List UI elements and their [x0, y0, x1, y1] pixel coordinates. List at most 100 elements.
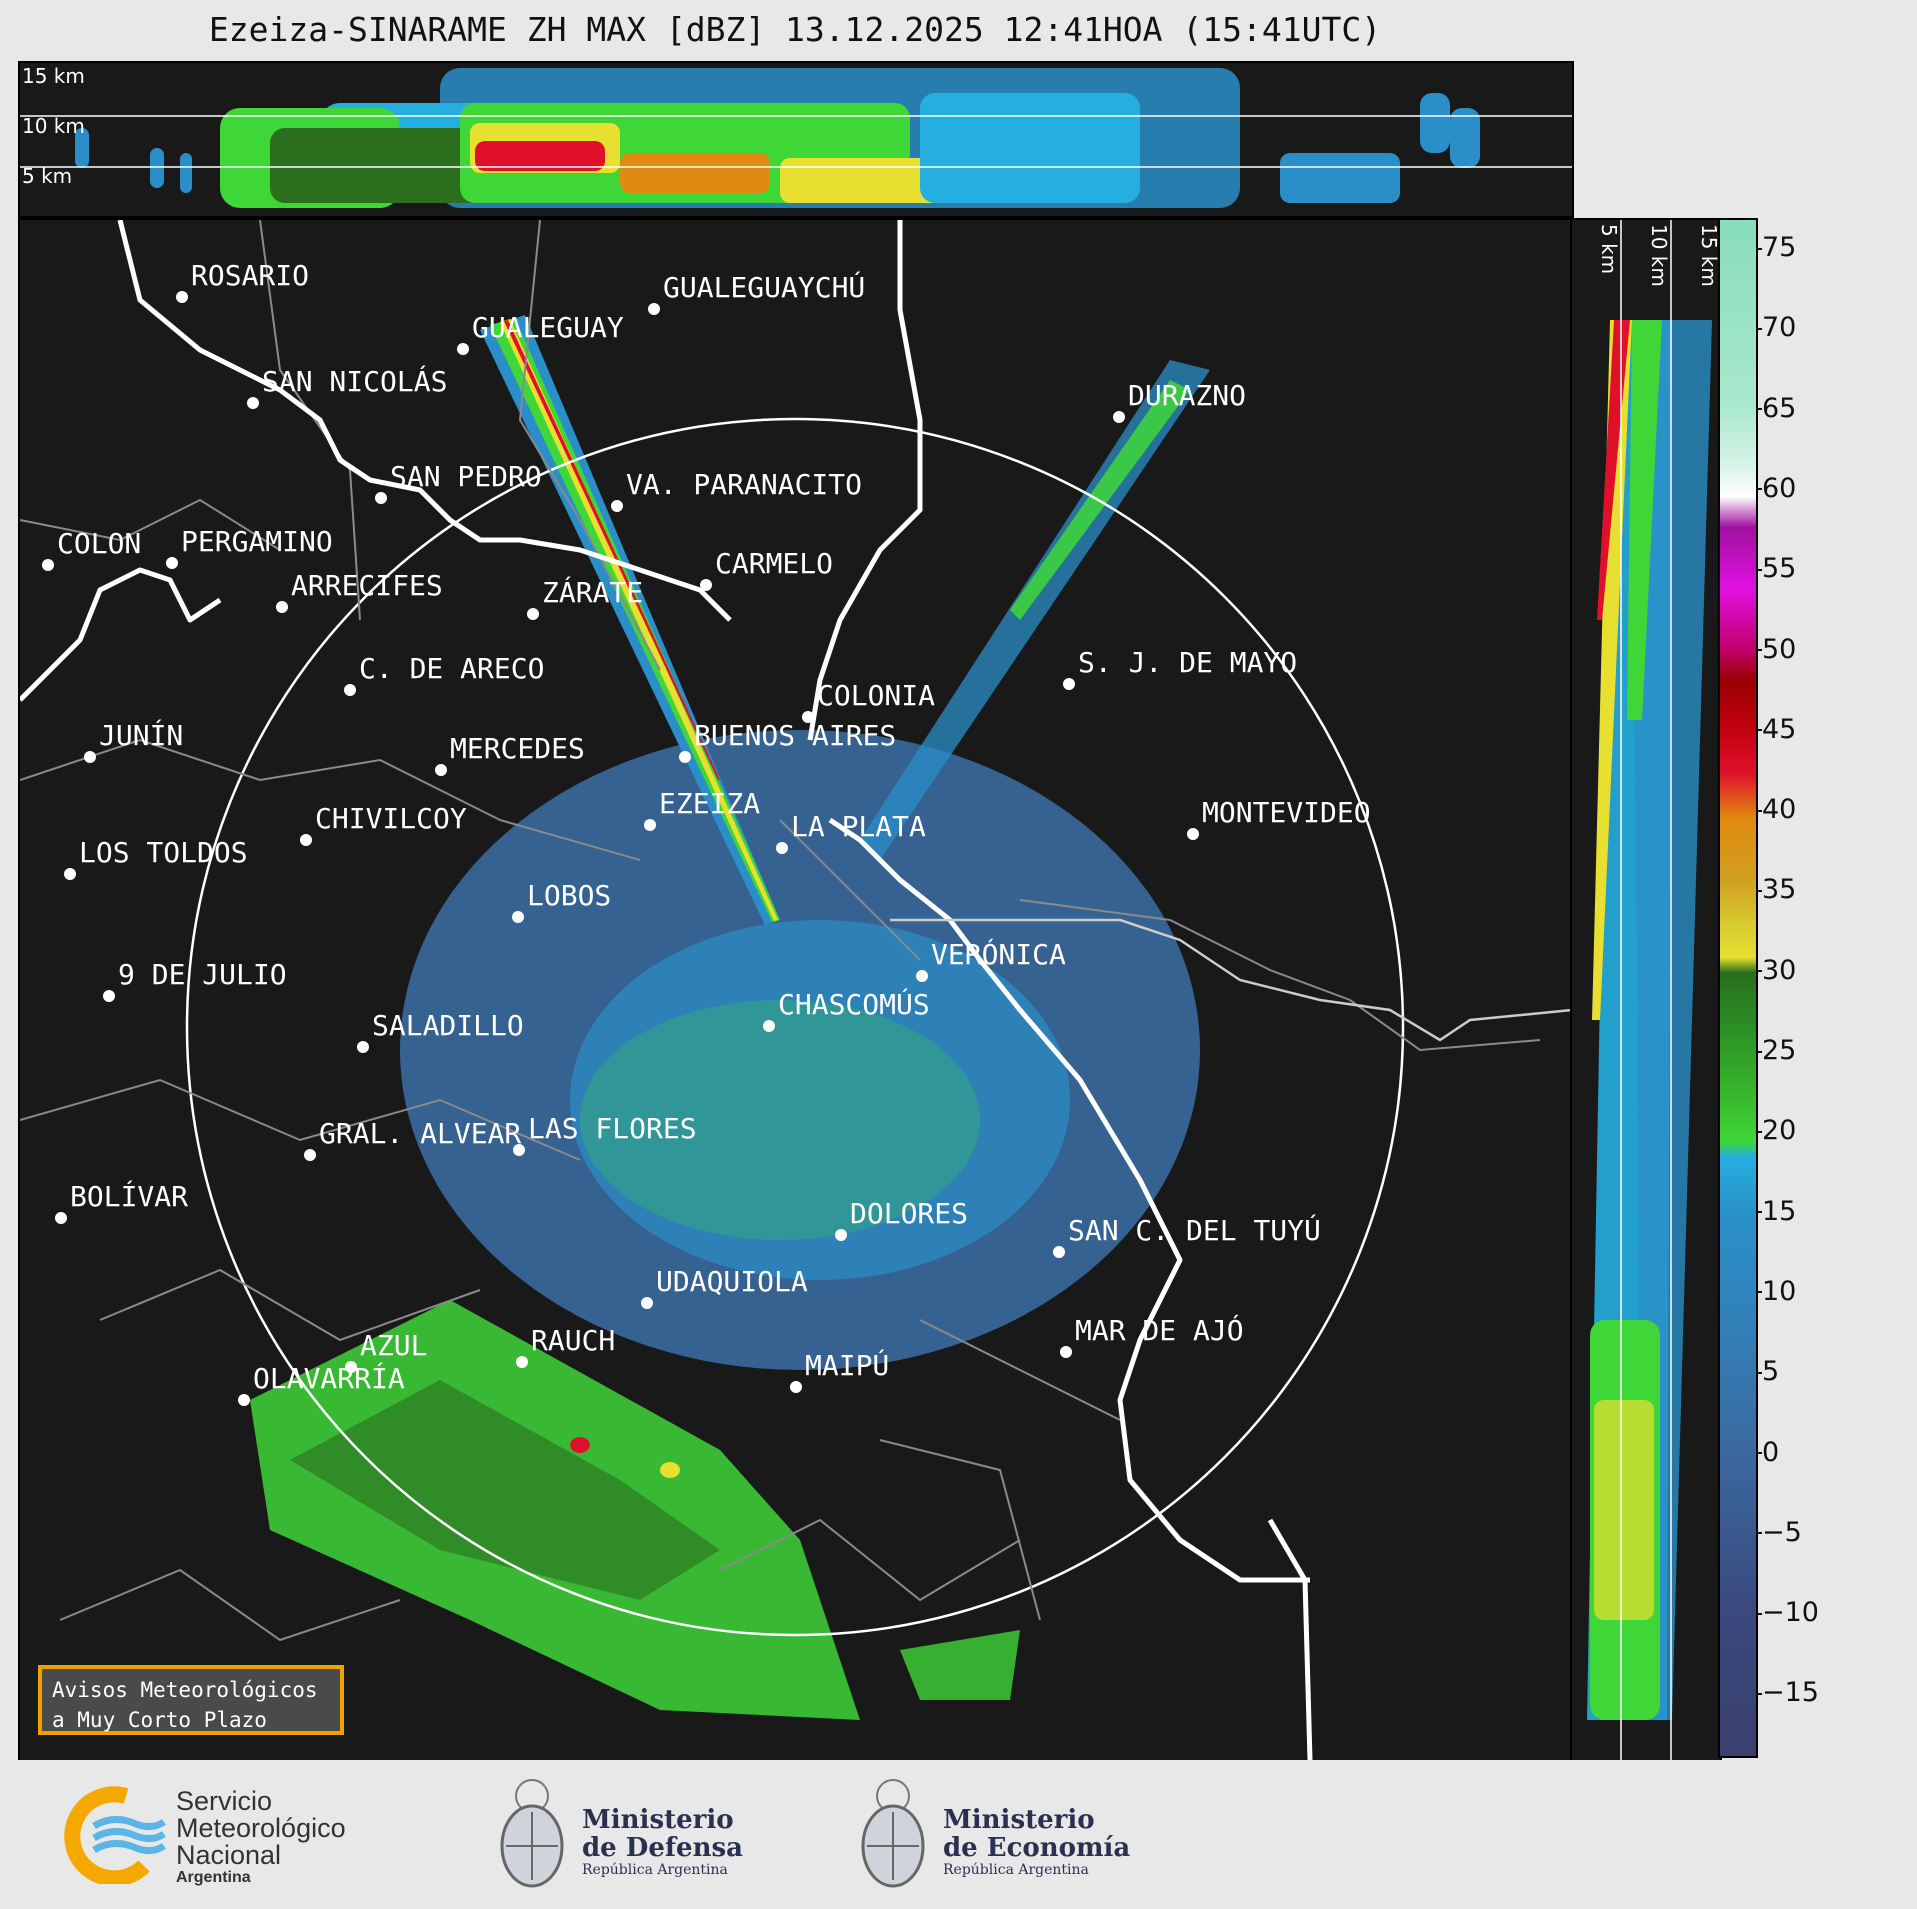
city-dot: [512, 911, 524, 923]
defensa-line2: de Defensa: [582, 1833, 743, 1863]
uruguay-coast: [890, 918, 1572, 1042]
colorbar-tick-label: −5: [1756, 1516, 1802, 1548]
city-dot: [176, 291, 188, 303]
city-marker: SAN C. DEL TUYÚ: [1053, 1213, 1321, 1258]
colorbar-tick-label: 70: [1755, 312, 1797, 344]
city-label: GRAL. ALVEAR: [319, 1117, 521, 1150]
city-marker: UDAQUIOLA: [641, 1265, 808, 1309]
city-dot: [835, 1229, 847, 1241]
city-label: CHASCOMÚS: [778, 987, 930, 1021]
side-5km-label: 5 km: [1597, 224, 1621, 274]
top-15km-label: 15 km: [22, 64, 85, 88]
economia-line3: República Argentina: [943, 1862, 1089, 1878]
city-label: MAR DE AJÓ: [1075, 1313, 1244, 1347]
colorbar-tick-label: 35: [1755, 874, 1797, 906]
colorbar-tick-label: 5: [1755, 1356, 1780, 1388]
city-label: DOLORES: [850, 1197, 968, 1230]
city-marker: ZÁRATE: [527, 575, 643, 620]
city-dot: [527, 608, 539, 620]
city-marker: LA PLATA: [776, 810, 926, 854]
colorbar-tick-label: 50: [1755, 633, 1797, 665]
city-label: COLONIA: [817, 679, 935, 712]
city-label: PERGAMINO: [181, 525, 333, 558]
colorbar-tick-label: 55: [1755, 553, 1797, 585]
city-dot: [644, 819, 656, 831]
city-dot: [776, 842, 788, 854]
side-10km-label: 10 km: [1647, 224, 1671, 287]
city-label: ROSARIO: [191, 259, 309, 292]
city-layer: ROSARIO GUALEGUAYCHÚ GUALEGUAY SAN NICOLÁS D…: [42, 259, 1371, 1406]
city-marker: VERÓNICA: [916, 937, 1066, 982]
top-echo-layer: [75, 68, 1480, 208]
top-10km-label: 10 km: [22, 114, 85, 138]
city-marker: MAIPÚ: [790, 1348, 889, 1393]
city-dot: [238, 1394, 250, 1406]
city-label: JUNÍN: [99, 718, 183, 752]
admin-borders: [20, 220, 1541, 1642]
colorbar-tick-label: 25: [1755, 1035, 1797, 1066]
city-dot: [375, 492, 387, 504]
city-dot: [247, 397, 259, 409]
defensa-logo: Ministerio de Defensa República Argentin…: [494, 1772, 754, 1902]
chart-title: Ezeiza-SINARAME ZH MAX [dBZ] 13.12.2025 …: [208, 10, 1382, 49]
aviso-line1: Avisos Meteorológicos: [52, 1678, 318, 1702]
side-echo-layer: [1587, 320, 1712, 1720]
city-dot: [1063, 678, 1075, 690]
side-cross-section-svg: 5 km 10 km 15 km: [1587, 220, 1720, 1760]
city-dot: [276, 601, 288, 613]
argentina-coat-of-arms-icon: [500, 1779, 564, 1888]
aviso-box[interactable]: Avisos Meteorológicos a Muy Corto Plazo: [38, 1665, 344, 1735]
city-dot: [64, 868, 76, 880]
smn-line4: Argentina: [176, 1869, 251, 1886]
colorbar-tick-label: 0: [1755, 1436, 1780, 1468]
city-dot: [344, 684, 356, 696]
city-dot: [648, 303, 660, 315]
city-marker: DOLORES: [835, 1197, 968, 1241]
city-label: ARRECIFES: [291, 569, 443, 602]
city-dot: [679, 751, 691, 763]
economia-line2: de Economía: [943, 1833, 1131, 1863]
city-label: LA PLATA: [791, 810, 926, 843]
city-marker: DURAZNO: [1113, 379, 1246, 423]
city-label: BOLÍVAR: [70, 1179, 188, 1213]
city-marker: GRAL. ALVEAR: [304, 1117, 521, 1161]
city-marker: OLAVARRÍA: [238, 1361, 405, 1406]
city-marker: 9 DE JULIO: [103, 958, 287, 1002]
defensa-line3: República Argentina: [582, 1862, 728, 1878]
colorbar-tick-label: 15: [1755, 1195, 1797, 1227]
radar-map-svg: ROSARIO GUALEGUAYCHÚ GUALEGUAY SAN NICOLÁS D…: [20, 220, 1572, 1760]
city-dot: [790, 1381, 802, 1393]
colorbar-tick-label: 45: [1755, 713, 1797, 745]
smn-emblem-icon: [64, 1786, 166, 1884]
colorbar-tick-label: 20: [1755, 1115, 1797, 1147]
city-label: VA. PARANACITO: [626, 468, 862, 501]
city-dot: [916, 970, 928, 982]
colorbar-tick-label: 65: [1755, 392, 1797, 424]
city-label: SAN PEDRO: [390, 460, 542, 493]
smn-line1: Servicio: [176, 1786, 273, 1816]
city-marker: MAR DE AJÓ: [1060, 1313, 1244, 1358]
city-label: 9 DE JULIO: [118, 958, 287, 991]
aviso-line2: a Muy Corto Plazo: [52, 1708, 267, 1732]
city-marker: MONTEVIDEO: [1187, 796, 1371, 840]
city-label: CHIVILCOY: [315, 802, 467, 835]
side-cross-section-panel: 5 km 10 km 15 km: [1570, 218, 1722, 1762]
city-dot: [641, 1297, 653, 1309]
city-marker: ROSARIO: [176, 259, 309, 303]
city-marker: ARRECIFES: [276, 569, 443, 613]
city-dot: [55, 1212, 67, 1224]
colorbar-tick-label: 40: [1755, 794, 1797, 826]
city-dot: [513, 1144, 525, 1156]
side-15km-label: 15 km: [1697, 224, 1720, 287]
city-label: LOS TOLDOS: [79, 836, 248, 869]
map-panel: ROSARIO GUALEGUAYCHÚ GUALEGUAY SAN NICOLÁS D…: [18, 218, 1574, 1762]
city-dot: [1053, 1246, 1065, 1258]
city-dot: [1060, 1346, 1072, 1358]
city-marker: PERGAMINO: [166, 525, 333, 569]
city-label: S. J. DE MAYO: [1078, 646, 1297, 679]
city-dot: [1187, 828, 1199, 840]
radar-echo-layer: [250, 315, 1210, 1720]
city-label: MERCEDES: [450, 732, 585, 765]
economia-line1: Ministerio: [943, 1805, 1095, 1835]
city-dot: [103, 990, 115, 1002]
